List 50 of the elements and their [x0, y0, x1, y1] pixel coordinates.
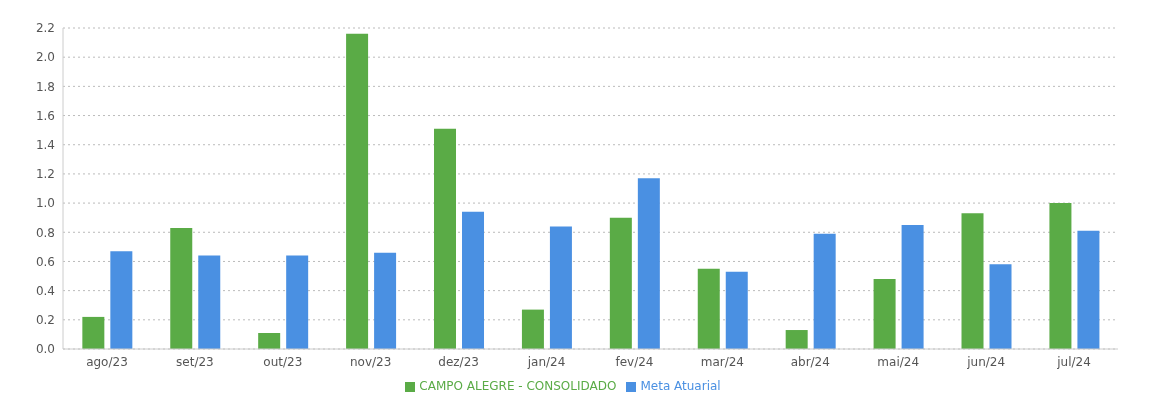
- bar: [725, 271, 748, 349]
- bar: [813, 233, 836, 349]
- y-tick-label: 1.0: [35, 196, 55, 211]
- x-tick-label: mai/24: [877, 354, 920, 369]
- y-tick-label: 1.2: [35, 167, 55, 182]
- y-tick-label: 0.4: [35, 283, 55, 298]
- x-tick-label: jun/24: [966, 354, 1006, 369]
- bar: [697, 268, 720, 349]
- bar: [1049, 203, 1072, 349]
- y-tick-label: 1.6: [35, 108, 55, 123]
- bar: [873, 278, 896, 349]
- x-tick-label: mar/24: [700, 354, 745, 369]
- bar: [785, 330, 808, 349]
- bar: [82, 316, 105, 349]
- x-tick-label: out/23: [263, 354, 303, 369]
- bar: [637, 178, 660, 349]
- y-tick-label: 2.2: [35, 21, 55, 36]
- y-tick-label: 2.0: [35, 50, 55, 65]
- bar: [286, 255, 309, 349]
- y-tick-label: 0.2: [35, 313, 55, 328]
- y-tick-label: 0.0: [35, 342, 55, 357]
- bar: [198, 255, 221, 349]
- y-tick-label: 1.8: [35, 79, 55, 94]
- bar: [961, 213, 984, 349]
- y-tick-label: 1.4: [35, 137, 55, 152]
- x-tick-label: nov/23: [350, 354, 392, 369]
- bar: [521, 309, 544, 349]
- bar: [1077, 230, 1100, 349]
- bar: [110, 251, 133, 349]
- bar: [609, 217, 632, 349]
- bar: [434, 128, 457, 349]
- legend-label: CAMPO ALEGRE - CONSOLIDADO: [419, 379, 617, 393]
- x-tick-label: ago/23: [86, 354, 128, 369]
- bar: [170, 227, 193, 349]
- x-tick-label: abr/24: [790, 354, 830, 369]
- x-tick-label: fev/24: [615, 354, 654, 369]
- bar: [989, 264, 1012, 349]
- bar: [346, 33, 369, 349]
- x-tick-label: set/23: [176, 354, 214, 369]
- bar: [549, 226, 572, 349]
- legend-label: Meta Atuarial: [640, 379, 721, 393]
- bar: [901, 224, 924, 349]
- x-tick-label: jul/24: [1056, 354, 1091, 369]
- bar: [462, 211, 485, 349]
- bar: [258, 332, 281, 349]
- x-tick-label: jan/24: [526, 354, 566, 369]
- y-tick-label: 0.6: [35, 254, 55, 269]
- bar: [374, 252, 397, 349]
- y-tick-label: 0.8: [35, 225, 55, 240]
- x-tick-label: dez/23: [438, 354, 479, 369]
